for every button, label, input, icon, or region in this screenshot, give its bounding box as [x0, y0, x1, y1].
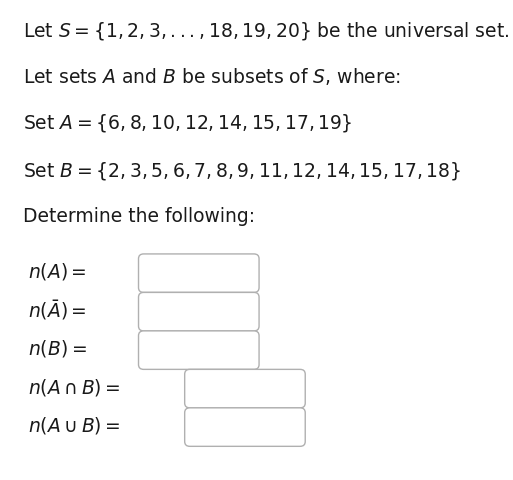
FancyBboxPatch shape [139, 293, 259, 331]
Text: $n(A \cap B) =$: $n(A \cap B) =$ [28, 376, 121, 397]
Text: $n(A \cup B) =$: $n(A \cup B) =$ [28, 414, 121, 435]
Text: Let $S = \{1, 2, 3, ..., 18, 19, 20\}$ be the universal set.: Let $S = \{1, 2, 3, ..., 18, 19, 20\}$ b… [23, 20, 509, 42]
Text: $n(B) =$: $n(B) =$ [28, 337, 87, 359]
FancyBboxPatch shape [185, 370, 305, 408]
Text: $n(\bar{A}) =$: $n(\bar{A}) =$ [28, 298, 87, 322]
Text: Set $A = \{6, 8, 10, 12, 14, 15, 17, 19\}$: Set $A = \{6, 8, 10, 12, 14, 15, 17, 19\… [23, 111, 352, 133]
FancyBboxPatch shape [185, 408, 305, 446]
Text: $n(A) =$: $n(A) =$ [28, 261, 87, 282]
Text: Set $B = \{2, 3, 5, 6, 7, 8, 9, 11, 12, 14, 15, 17, 18\}$: Set $B = \{2, 3, 5, 6, 7, 8, 9, 11, 12, … [23, 159, 461, 181]
FancyBboxPatch shape [139, 331, 259, 370]
FancyBboxPatch shape [139, 254, 259, 293]
Text: Let sets $A$ and $B$ be subsets of $S$, where:: Let sets $A$ and $B$ be subsets of $S$, … [23, 66, 401, 87]
Text: Determine the following:: Determine the following: [23, 206, 255, 226]
